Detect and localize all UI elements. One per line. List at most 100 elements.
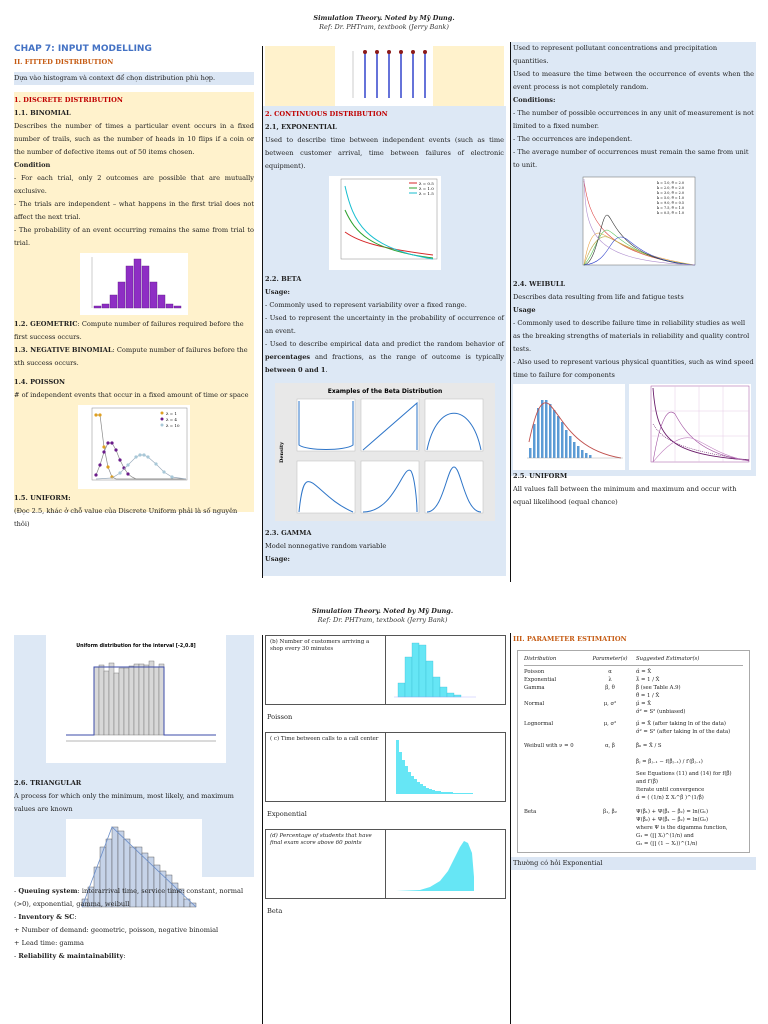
beta-usage-item: - Used to describe empirical data and pr… [265, 340, 504, 374]
gamma-heading: 2.3. GAMMA [265, 529, 312, 537]
svg-text:Uniform distribution for the i: Uniform distribution for the interval [-… [76, 643, 196, 649]
binomial-desc: Describes the number of times a particul… [14, 122, 254, 156]
svg-text:Examples of the Beta Distribut: Examples of the Beta Distribution [327, 388, 442, 395]
poisson-histogram [394, 642, 476, 698]
section-heading: II. FITTED DISTRIBUTION [14, 58, 114, 66]
geometric-item: 1.2. GEOMETRIC: Compute number of failur… [14, 320, 244, 341]
condition-item: - The number of possible occurrences in … [513, 109, 754, 130]
table-row: Gamma β, θ β̂ (see Table A.9) θ̂ = 1 / X̄ [524, 685, 681, 699]
table-row: Normal μ, σ² μ̂ = X̄ σ̂² = S² (unbiased) [524, 701, 686, 715]
svg-text:k = 1.0, θ = 2.0: k = 1.0, θ = 2.0 [657, 181, 684, 185]
example-desc: (d) Percentage of students that have fin… [270, 833, 372, 846]
example-histogram [385, 636, 505, 704]
exponential-histogram [396, 740, 473, 794]
table-row: Poisson α α̂ = X̄ [524, 669, 652, 675]
gamma-chart: k = 1.0, θ = 2.0 k = 2.0, θ = 2.0 k = 3.… [568, 175, 699, 275]
continuous-block: 2. CONTINUOUS DISTRIBUTION 2.1, EXPONENT… [263, 106, 506, 576]
condition-label: Condition [14, 161, 51, 169]
section-note: Dựa vào histogram và context để chọn dis… [14, 72, 254, 85]
gamma-desc: Model nonnegative random variable [265, 542, 387, 550]
svg-text:λ = 10: λ = 10 [166, 423, 180, 428]
svg-text:λ = 1.0: λ = 1.0 [419, 186, 434, 191]
p2-column-2: (b) Number of customers arriving a shop … [262, 635, 506, 1024]
gamma-usage-item: Used to measure the time between the occ… [513, 70, 754, 91]
binomial-condition: - For each trial, only 2 outcomes are po… [14, 174, 254, 195]
gamma-weibull-block: Used to represent pollutant concentratio… [511, 42, 756, 506]
triangular-desc: A process for which only the minimum, mo… [14, 792, 234, 813]
example-desc: ( c) Time between calls to a call center [270, 736, 379, 742]
header-title: Simulation Theory. Noted by Mỹ Dung. [311, 607, 454, 615]
discrete-uniform-figure-block [265, 46, 504, 106]
beta-usage-label: Usage: [265, 288, 290, 296]
svg-text:k = 0.5, θ = 1.0: k = 0.5, θ = 1.0 [657, 211, 684, 215]
p1-column-1: CHAP 7: INPUT MODELLING II. FITTED DISTR… [14, 42, 254, 528]
binomial-condition: - The probability of an event occurring … [14, 226, 254, 247]
weibull-usage-item: - Commonly used to describe failure time… [513, 319, 750, 353]
header-ref: Ref: Dr. PHTram, textbook (Jerry Bank) [317, 616, 448, 624]
chapter-title: CHAP 7: INPUT MODELLING [14, 44, 152, 54]
svg-text:λ = 0.5: λ = 0.5 [419, 181, 434, 186]
binomial-heading: 1.1. BINOMIAL [14, 109, 71, 117]
poisson-desc: # of independent events that occur in a … [14, 391, 249, 399]
condition-item: - The occurrences are independent. [513, 135, 633, 143]
svg-text:λ = 4: λ = 4 [166, 417, 177, 422]
applications-list: - Queuing system: interarrival time, ser… [14, 885, 254, 963]
table-row: Weibull with ν = 0 α, β β̂₀ = X̄ / S β̂ⱼ … [524, 743, 732, 801]
poisson-chart: λ = 1 λ = 4 λ = 10 [78, 405, 190, 489]
discrete-uniform-chart [335, 46, 433, 106]
beta-usage-item: - Commonly used to represent variability… [265, 301, 467, 309]
beta-histogram [396, 841, 474, 891]
svg-text:λ = 1.5: λ = 1.5 [419, 191, 434, 196]
exponential-chart: λ = 0.5 λ = 1.0 λ = 1.5 [328, 176, 441, 270]
poisson-heading: 1.4. POISSON [14, 378, 65, 386]
page-header: Simulation Theory. Noted by Mỹ Dung. Ref… [255, 605, 510, 625]
svg-text:k = 2.0, θ = 2.0: k = 2.0, θ = 2.0 [657, 186, 684, 190]
table-row: Beta β₁, β₂ Ψ(β̂₁) + Ψ(β̂₁ − β̂₂) = ln(G₁… [524, 809, 728, 847]
svg-text:λ = 1: λ = 1 [166, 411, 177, 416]
binomial-condition: - The trials are independent – what happ… [14, 200, 254, 221]
uniform-triangular-block: Uniform distribution for the interval [-… [14, 635, 254, 919]
table-row: Lognormal μ, σ² μ̂ = X̄ (after taking ln … [524, 721, 731, 735]
header-ref: Ref: Dr. PHTram, textbook (Jerry Bank) [319, 23, 449, 31]
example-answer: Beta [267, 907, 283, 915]
page-1: Simulation Theory. Noted by Mỹ Dung. Ref… [0, 0, 768, 582]
neg-binomial-item: 1.3. NEGATIVE BINOMIAL: Compute number o… [14, 346, 248, 367]
page-header: Simulation Theory. Noted by Mỹ Dung. Ref… [0, 0, 768, 32]
example-answer: Exponential [267, 810, 307, 818]
application-item: + Number of demand: geometric, poisson, … [14, 926, 219, 934]
p1-column-2: 2. CONTINUOUS DISTRIBUTION 2.1, EXPONENT… [262, 46, 506, 578]
condition-item: - The average number of occurrences must… [513, 148, 749, 169]
weibull-heading: 2.4. WEIBULL [513, 280, 566, 288]
example-desc: (b) Number of customers arriving a shop … [270, 639, 370, 652]
discrete-heading: 1. DISCRETE DISTRIBUTION [14, 96, 123, 104]
header-title: Simulation Theory. Noted by Mỹ Dung. [313, 14, 455, 22]
exponential-heading: 2.1, EXPONENTIAL [265, 123, 337, 131]
uniform-heading: 2.5. UNIFORM [513, 472, 568, 480]
svg-text:k = 9.0, θ = 0.5: k = 9.0, θ = 0.5 [657, 201, 684, 205]
weibull-usage-label: Usage [513, 306, 536, 314]
beta-usage-item: - Used to represent the uncertainty in t… [265, 314, 504, 335]
weibull-desc: Describes data resulting from life and f… [513, 293, 684, 301]
application-item: - Reliability & maintainability: [14, 952, 126, 960]
table-row: Exponential λ λ̂ = 1 / X̄ [524, 677, 660, 683]
application-item: - Inventory & SC: [14, 913, 77, 921]
uniform-desc: All values fall between the minimum and … [513, 485, 737, 506]
svg-text:Density: Density [279, 441, 285, 463]
weibull-pdf-chart [629, 384, 751, 470]
weibull-figures [513, 384, 754, 470]
uniform-discrete-heading: 1.5. UNIFORM: [14, 494, 71, 502]
weibull-usage-item: - Also used to represent various physica… [513, 358, 754, 379]
page-2: Simulation Theory. Noted by Mỹ Dung. Ref… [0, 605, 768, 1024]
triangular-heading: 2.6. TRIANGULAR [14, 779, 82, 787]
svg-text:k = 3.0, θ = 2.0: k = 3.0, θ = 2.0 [657, 191, 684, 195]
triangular-chart [66, 819, 202, 919]
parameter-estimation-heading: III. PARAMETER ESTIMATION [513, 635, 627, 643]
svg-text:k = 5.0, θ = 1.0: k = 5.0, θ = 1.0 [657, 196, 684, 200]
exam-note: Thường có hỏi Exponential [511, 857, 756, 870]
example-row: (b) Number of customers arriving a shop … [265, 635, 506, 705]
example-row: (d) Percentage of students that have fin… [265, 829, 506, 899]
gamma-usage-item: Used to represent pollutant concentratio… [513, 44, 718, 65]
discrete-block: 1. DISCRETE DISTRIBUTION 1.1. BINOMIAL D… [14, 92, 254, 528]
table-header: Distribution Parameter(s) Suggested Esti… [524, 655, 743, 666]
svg-text:k = 7.5, θ = 1.0: k = 7.5, θ = 1.0 [657, 206, 684, 210]
